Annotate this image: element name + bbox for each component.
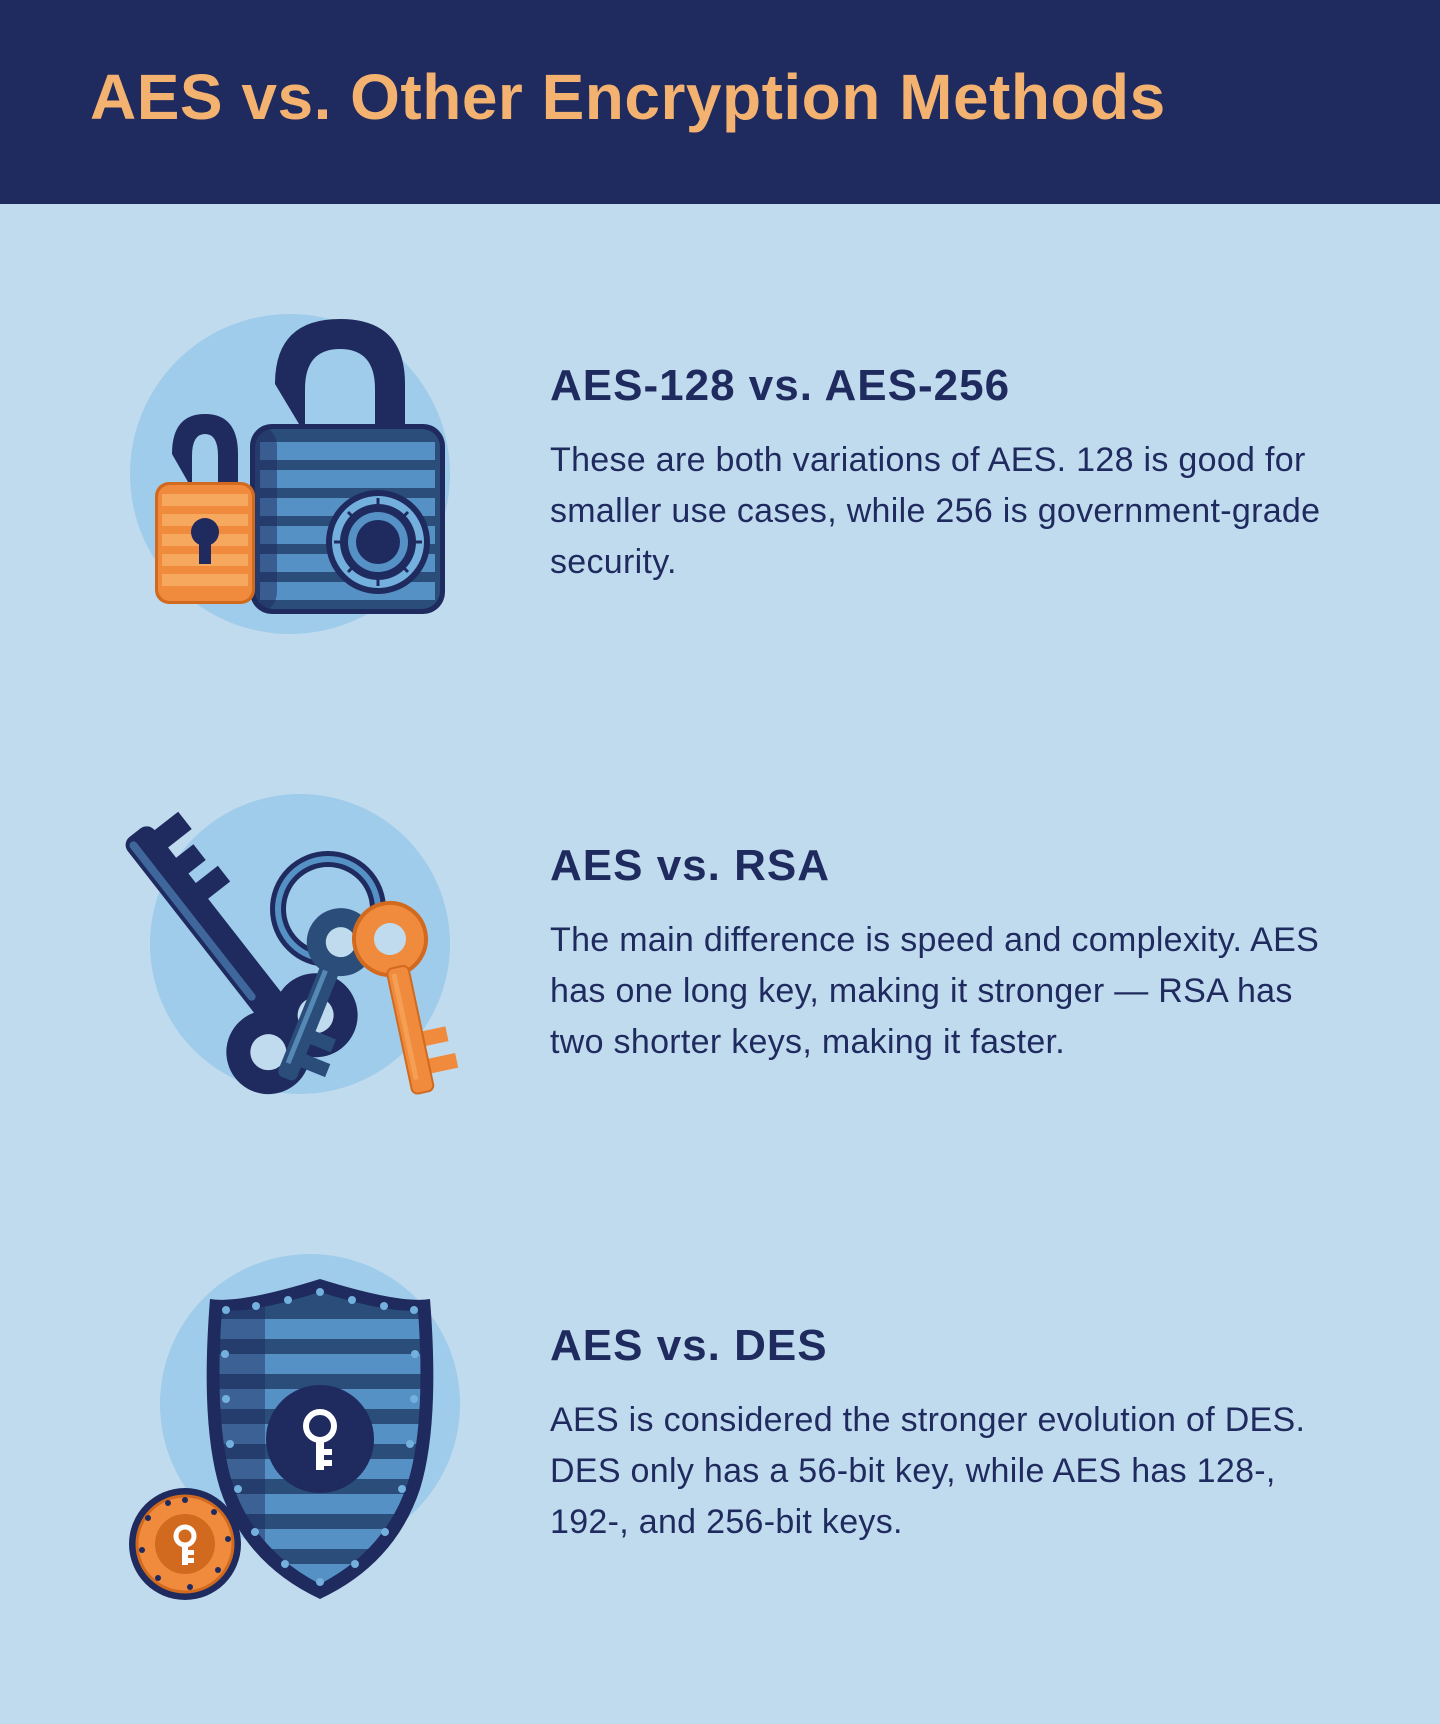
header: AES vs. Other Encryption Methods bbox=[0, 0, 1440, 204]
shield-icon bbox=[90, 1244, 490, 1624]
two-locks-icon bbox=[90, 284, 490, 664]
section-heading-2: AES vs. DES bbox=[550, 1321, 1350, 1371]
section-aes128-vs-256: AES-128 vs. AES-256 These are both varia… bbox=[90, 284, 1350, 664]
section-text-2: AES vs. DES AES is considered the strong… bbox=[550, 1321, 1350, 1548]
section-body-1: The main difference is speed and complex… bbox=[550, 915, 1350, 1068]
section-aes-vs-rsa: AES vs. RSA The main difference is speed… bbox=[90, 764, 1350, 1144]
keys-icon bbox=[90, 764, 490, 1144]
section-text-1: AES vs. RSA The main difference is speed… bbox=[550, 841, 1350, 1068]
section-aes-vs-des: AES vs. DES AES is considered the strong… bbox=[90, 1244, 1350, 1624]
page-title: AES vs. Other Encryption Methods bbox=[90, 60, 1350, 134]
section-body-0: These are both variations of AES. 128 is… bbox=[550, 435, 1350, 588]
section-heading-0: AES-128 vs. AES-256 bbox=[550, 361, 1350, 411]
section-heading-1: AES vs. RSA bbox=[550, 841, 1350, 891]
section-text-0: AES-128 vs. AES-256 These are both varia… bbox=[550, 361, 1350, 588]
content-area: AES-128 vs. AES-256 These are both varia… bbox=[0, 204, 1440, 1724]
section-body-2: AES is considered the stronger evolution… bbox=[550, 1395, 1350, 1548]
